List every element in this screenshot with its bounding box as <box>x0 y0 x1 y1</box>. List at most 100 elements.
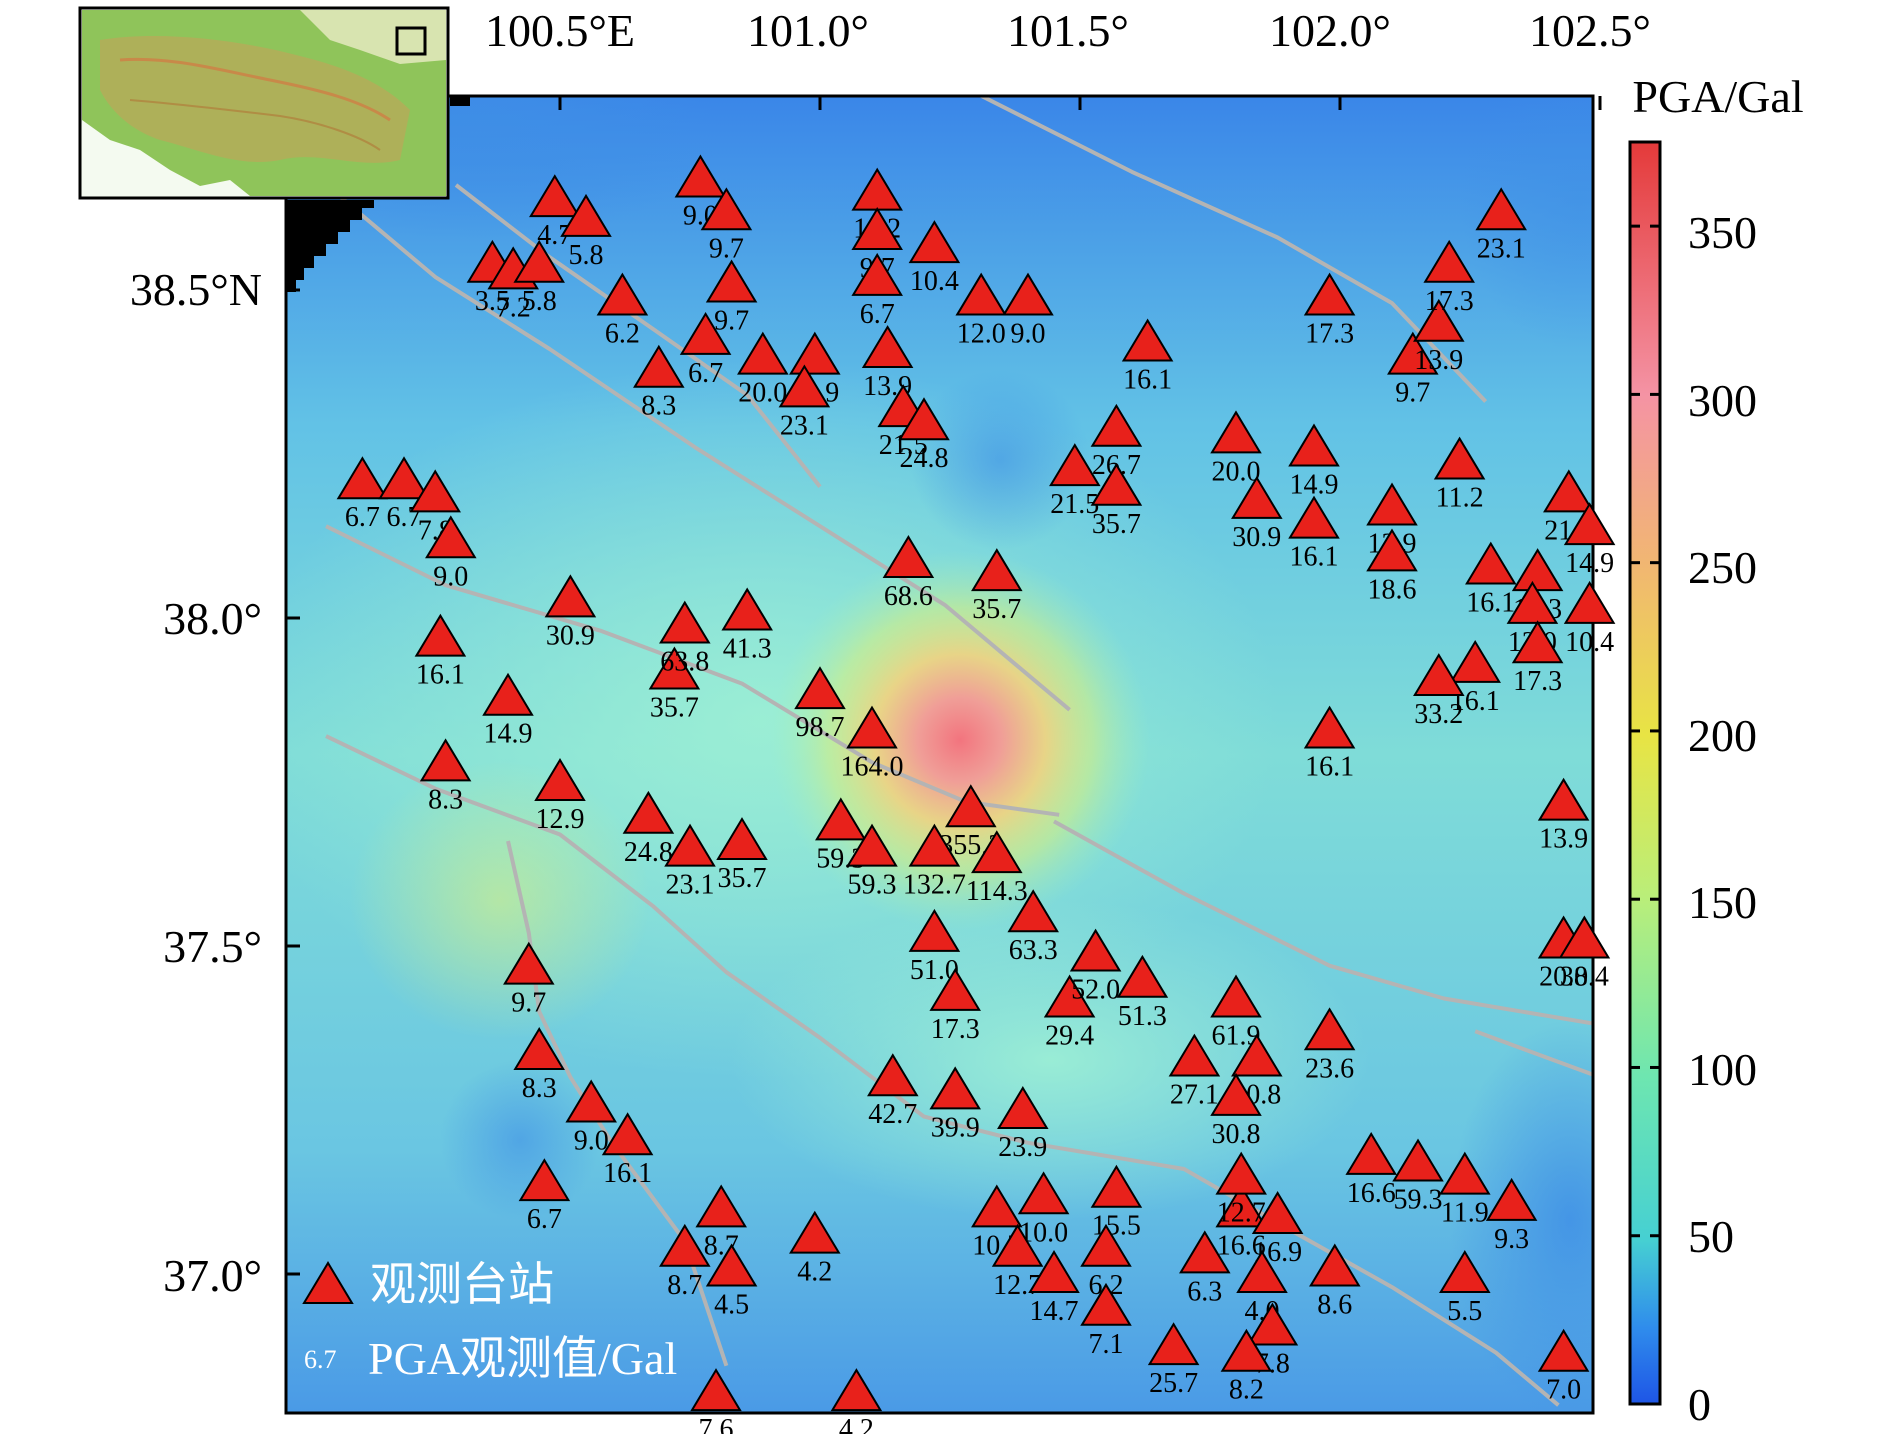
station: 16.1 <box>601 1112 654 1189</box>
station: 17.3 <box>1303 272 1356 350</box>
station-triangle <box>1303 1007 1356 1051</box>
station-pga-label: 4.2 <box>797 1257 832 1288</box>
station: 38.4 <box>1558 915 1611 992</box>
station-pga-label: 27.1 <box>1170 1080 1219 1111</box>
station-pga-label: 6.7 <box>345 502 380 533</box>
station: 8.3 <box>633 344 685 422</box>
colorbar-tick-label: 200 <box>1688 710 1757 761</box>
station: 33.2 <box>1413 653 1465 730</box>
station-pga-label: 5.5 <box>1447 1296 1482 1327</box>
station-pga-label: 12.7 <box>1217 1198 1266 1229</box>
station-pga-label: 5.8 <box>522 286 557 317</box>
station-pga-label: 16.1 <box>1290 542 1339 573</box>
station-pga-label: 9.0 <box>433 561 468 592</box>
station-triangle <box>1439 1250 1491 1293</box>
station-pga-label: 12.9 <box>536 804 585 835</box>
station: 9.0 <box>674 154 727 231</box>
station-triangle <box>778 364 831 408</box>
station: 9.7 <box>700 187 753 264</box>
legend-value-label: PGA观测值/Gal <box>368 1333 677 1384</box>
station-pga-label: 14.9 <box>484 719 533 750</box>
station-triangle <box>1439 1151 1491 1195</box>
station: 5.8 <box>513 239 565 317</box>
station-triangle <box>529 174 581 218</box>
colorbar-tick-label: 250 <box>1688 542 1757 593</box>
station-pga-label: 17.3 <box>931 1014 980 1045</box>
fault-line <box>325 734 1029 1145</box>
station-triangle <box>991 1223 1044 1267</box>
station-pga-label: 25.7 <box>1149 1368 1198 1399</box>
station: 132.7 <box>903 823 966 901</box>
colorbar-tick-label: 0 <box>1688 1379 1711 1430</box>
station-pga-label: 30.9 <box>1232 522 1281 553</box>
station-triangle <box>700 187 753 231</box>
station: 30.8 <box>1210 1072 1262 1150</box>
station-pga-label: 8.3 <box>641 391 676 422</box>
station-pga-label: 16.1 <box>1123 364 1172 395</box>
station-triangle <box>851 252 903 296</box>
station-pga-label: 16.1 <box>416 660 465 691</box>
colorbar-title: PGA/Gal <box>1632 71 1803 122</box>
station-pga-label: 13.9 <box>1414 345 1463 376</box>
station-triangle <box>716 817 768 861</box>
lat-tick-label: 38.5°N <box>130 264 262 315</box>
station: 23.1 <box>1475 187 1527 264</box>
station-pga-label: 30.9 <box>546 620 595 651</box>
station: 14.9 <box>1563 502 1616 579</box>
station-triangle <box>409 469 461 513</box>
station-pga-label: 9.7 <box>1395 378 1430 409</box>
station-pga-label: 12.0 <box>957 319 1006 350</box>
inset-plateau-inner <box>100 35 410 163</box>
station: 41.3 <box>721 587 773 664</box>
station-pga-label: 18.6 <box>1368 574 1417 605</box>
station: 6.7 <box>679 311 732 389</box>
station-triangle <box>945 784 997 828</box>
station: 6.7 <box>336 456 389 533</box>
station-pga-label: 6.3 <box>1187 1276 1222 1307</box>
station-triangle <box>1366 528 1418 572</box>
station-pga-label: 132.7 <box>903 870 966 901</box>
station: 9.3 <box>1485 1177 1538 1255</box>
inset-map <box>78 6 450 200</box>
station-pga-label: 35.7 <box>972 594 1021 625</box>
station-triangle <box>971 548 1023 592</box>
station-triangle <box>518 1158 571 1202</box>
station: 16.6 <box>1215 1184 1267 1261</box>
station-pga-label: 4.5 <box>714 1289 749 1320</box>
station-pga-label: 5.8 <box>569 240 604 271</box>
station-pga-label: 23.6 <box>1305 1053 1354 1084</box>
station-pga-label: 51.3 <box>1118 1001 1167 1032</box>
station-pga-label: 35.7 <box>718 863 767 894</box>
station-triangle <box>482 672 534 716</box>
lon-tick-label: 101.0° <box>747 5 869 56</box>
station-pga-label: 59.3 <box>1394 1184 1443 1215</box>
station-triangle <box>908 823 961 867</box>
station-triangle <box>1303 705 1356 749</box>
station-triangle <box>1543 469 1595 513</box>
station: 35.7 <box>716 817 768 894</box>
station-pga-label: 17.3 <box>1513 666 1562 697</box>
station: 8.7 <box>659 1223 711 1301</box>
station-pga-label: 20.0 <box>1212 456 1261 487</box>
station-pga-label: 38.4 <box>1560 961 1609 992</box>
station-triangle <box>851 207 903 250</box>
station-triangle <box>695 1184 747 1228</box>
station: 164.0 <box>841 705 904 783</box>
station-triangle <box>1090 1164 1143 1208</box>
station-triangle <box>1485 1177 1538 1221</box>
station: 63.3 <box>1007 889 1059 966</box>
station: 17.3 <box>929 967 981 1045</box>
station-triangle <box>1413 298 1465 342</box>
station-pga-label: 20.0 <box>1539 961 1588 992</box>
station-pga-label: 14.9 <box>1565 548 1614 579</box>
station-triangle <box>1215 1184 1267 1228</box>
station: 30.9 <box>544 574 597 651</box>
station: 16.1 <box>1303 705 1356 783</box>
station-pga-label: 8.7 <box>667 1270 702 1301</box>
station: 8.3 <box>513 1027 565 1104</box>
station-pga-label: 52.0 <box>1071 975 1120 1006</box>
station-triangle <box>596 272 649 316</box>
station-triangle <box>815 797 867 841</box>
station-triangle <box>1392 1138 1444 1182</box>
